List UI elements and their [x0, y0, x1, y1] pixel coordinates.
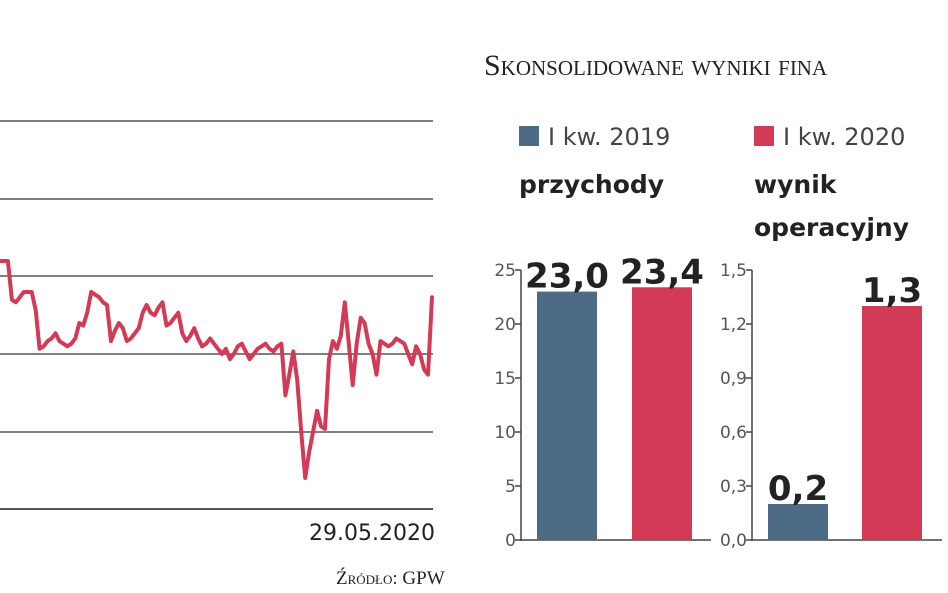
metric-label-revenue: przychody [519, 170, 664, 199]
revenue-bar-chart: 0 5 10 15 20 25 23,0 23,4 [494, 252, 711, 551]
bar-data-label: 23,0 [525, 257, 609, 297]
bar [768, 504, 828, 540]
y-tick-label: 0,6 [720, 423, 747, 443]
bar [537, 291, 597, 540]
y-tick-label: 0,9 [720, 369, 747, 389]
metric-label-operating-line2: operacyjny [754, 213, 909, 242]
price-line [0, 259, 434, 480]
y-tick-label: 1,2 [720, 315, 747, 335]
bar-data-label: 1,3 [862, 271, 922, 311]
y-tick-label: 20 [494, 315, 516, 335]
y-tick-label: 0,3 [720, 477, 747, 497]
y-tick-label: 15 [494, 369, 516, 389]
legend-label-2020: I kw. 2020 [783, 123, 905, 151]
legend-swatch-2019 [519, 126, 539, 146]
stock-line-chart: 29.05.2020 [0, 120, 435, 546]
y-tick-label: 25 [494, 261, 516, 281]
bar [862, 306, 922, 540]
y-tick-label: 10 [494, 423, 516, 443]
y-tick-label: 5 [505, 477, 516, 497]
source-note: Źródło: GPW [336, 567, 445, 589]
y-tick-label: 1,5 [720, 261, 747, 281]
bar-data-label: 0,2 [768, 469, 828, 509]
y-tick-label: 0 [505, 531, 516, 551]
chart-title: Skonsolidowane wyniki fina [484, 49, 828, 82]
end-date-label: 29.05.2020 [309, 521, 435, 546]
bar [632, 287, 692, 540]
bar-data-label: 23,4 [620, 252, 704, 292]
operating-income-bar-chart: 0,0 0,3 0,6 0,9 1,2 1,5 0,2 1,3 [720, 261, 942, 551]
legend-label-2019: I kw. 2019 [548, 123, 670, 151]
legend: I kw. 2019 I kw. 2020 [519, 123, 905, 151]
metric-label-operating-line1: wynik [754, 170, 838, 199]
legend-swatch-2020 [754, 126, 774, 146]
y-tick-label: 0,0 [720, 531, 747, 551]
line-chart-grid [0, 120, 433, 510]
